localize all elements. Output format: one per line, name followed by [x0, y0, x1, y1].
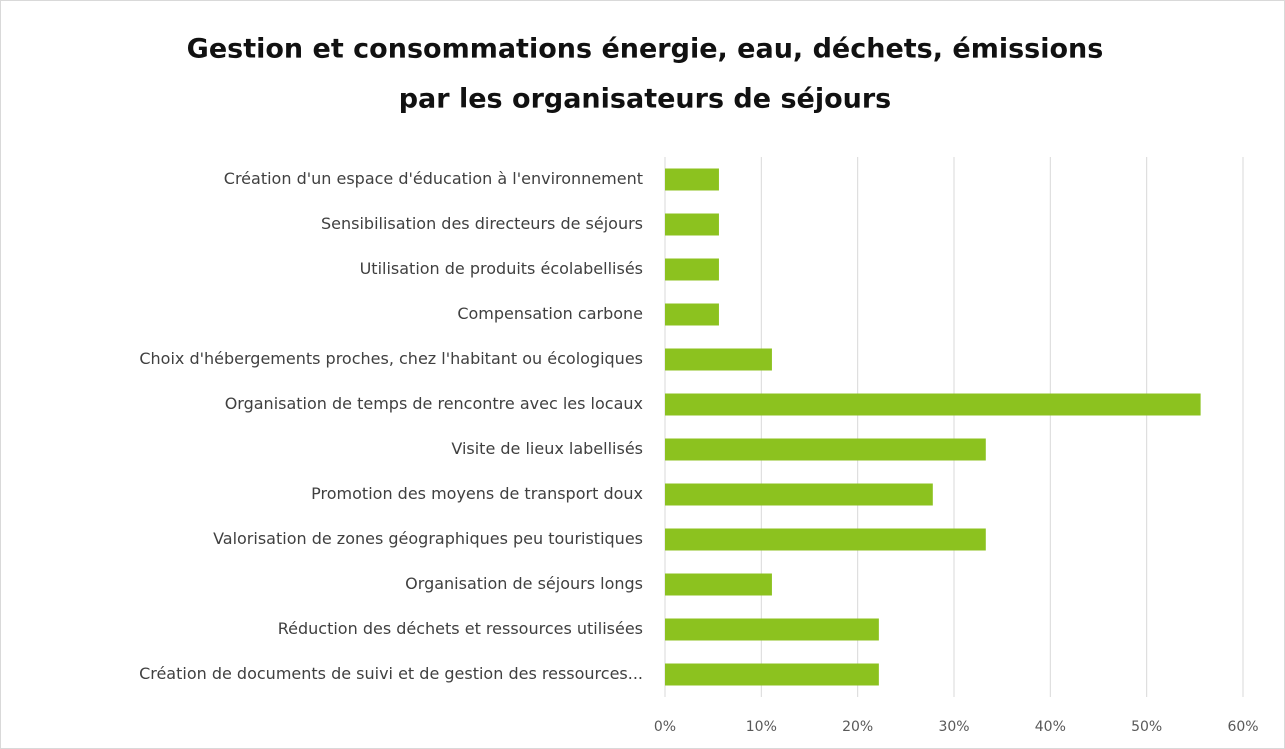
chart-title: par les organisateurs de séjours	[399, 84, 892, 115]
x-tick-label: 30%	[938, 719, 969, 735]
bar	[665, 663, 879, 686]
x-tick-label: 0%	[654, 719, 676, 735]
bar	[665, 303, 719, 326]
x-tick-label: 20%	[842, 719, 873, 735]
y-tick-label: Utilisation de produits écolabellisés	[360, 259, 643, 278]
bar	[665, 528, 986, 551]
bar	[665, 483, 933, 506]
y-tick-label: Promotion des moyens de transport doux	[311, 484, 643, 503]
x-tick-label: 60%	[1227, 719, 1258, 735]
y-tick-label: Création de documents de suivi et de ges…	[139, 664, 643, 683]
bar	[665, 438, 986, 461]
x-tick-label: 50%	[1131, 719, 1162, 735]
y-tick-label: Réduction des déchets et ressources util…	[278, 619, 643, 638]
y-tick-label: Compensation carbone	[457, 304, 643, 323]
bar	[665, 618, 879, 641]
bar	[665, 573, 772, 596]
bar	[665, 258, 719, 281]
y-tick-label: Sensibilisation des directeurs de séjour…	[321, 214, 643, 233]
bar	[665, 393, 1201, 416]
bar	[665, 213, 719, 236]
y-tick-label: Organisation de séjours longs	[405, 574, 643, 593]
bar	[665, 348, 772, 371]
y-tick-label: Choix d'hébergements proches, chez l'hab…	[139, 349, 643, 368]
y-tick-label: Visite de lieux labellisés	[451, 439, 643, 458]
y-tick-label: Création d'un espace d'éducation à l'env…	[224, 169, 643, 188]
y-tick-label: Organisation de temps de rencontre avec …	[225, 394, 643, 413]
x-tick-label: 10%	[746, 719, 777, 735]
chart-title: Gestion et consommations énergie, eau, d…	[187, 34, 1104, 65]
x-tick-label: 40%	[1035, 719, 1066, 735]
y-tick-label: Valorisation de zones géographiques peu …	[213, 529, 643, 548]
bar	[665, 168, 719, 191]
